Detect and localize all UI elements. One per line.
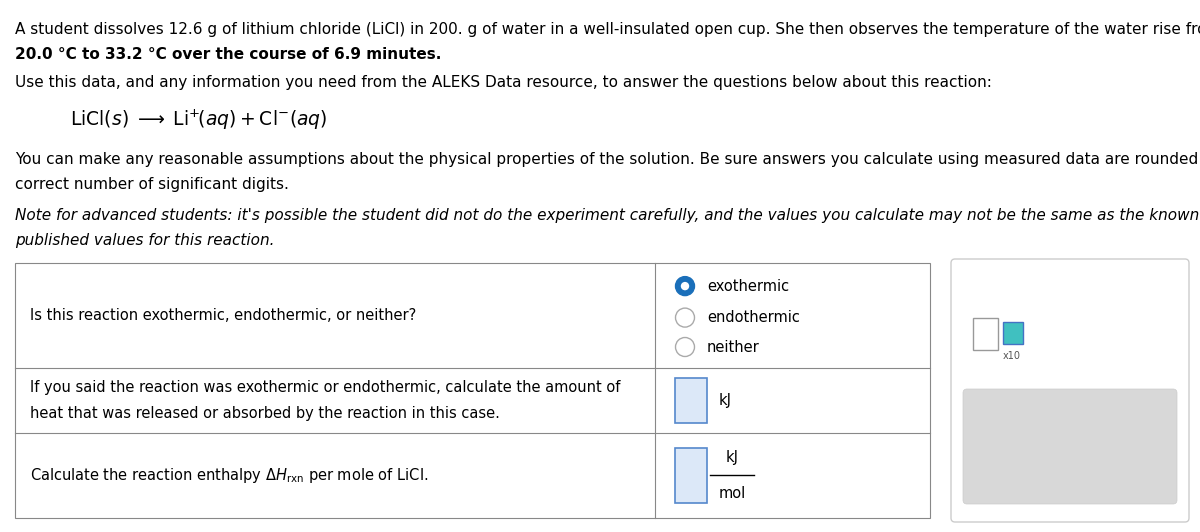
- Circle shape: [676, 337, 695, 356]
- Text: Use this data, and any information you need from the ALEKS Data resource, to ans: Use this data, and any information you n…: [14, 75, 992, 90]
- Text: endothermic: endothermic: [707, 310, 800, 325]
- FancyBboxPatch shape: [964, 389, 1177, 504]
- FancyBboxPatch shape: [973, 318, 998, 350]
- Text: exothermic: exothermic: [707, 279, 790, 294]
- Text: kJ: kJ: [726, 450, 738, 465]
- FancyBboxPatch shape: [674, 448, 707, 503]
- Text: mol: mol: [719, 486, 745, 501]
- Text: $\mathrm{LiCl}(s)\;\longrightarrow\;\mathrm{Li}^{+\!}(aq) + \mathrm{Cl}^{-}(aq)$: $\mathrm{LiCl}(s)\;\longrightarrow\;\mat…: [70, 108, 328, 132]
- Text: Is this reaction exothermic, endothermic, or neither?: Is this reaction exothermic, endothermic…: [30, 308, 416, 323]
- Text: heat that was released or absorbed by the reaction in this case.: heat that was released or absorbed by th…: [30, 406, 500, 421]
- Text: If you said the reaction was exothermic or endothermic, calculate the amount of: If you said the reaction was exothermic …: [30, 380, 620, 395]
- FancyBboxPatch shape: [674, 378, 707, 423]
- Text: kJ: kJ: [719, 393, 732, 408]
- Circle shape: [676, 277, 695, 296]
- Text: correct number of significant digits.: correct number of significant digits.: [14, 177, 289, 192]
- Text: ×: ×: [1014, 435, 1036, 459]
- Text: Note for advanced students: it's possible the student did not do the experiment : Note for advanced students: it's possibl…: [14, 208, 1200, 223]
- Circle shape: [676, 308, 695, 327]
- Text: 20.0 °C to 33.2 °C over the course of 6.9 minutes.: 20.0 °C to 33.2 °C over the course of 6.…: [14, 47, 442, 62]
- FancyBboxPatch shape: [952, 259, 1189, 522]
- Text: A student dissolves 12.6 g of lithium chloride (LiCl) in 200. g of water in a we: A student dissolves 12.6 g of lithium ch…: [14, 22, 1200, 37]
- Text: x10: x10: [1003, 351, 1021, 361]
- FancyBboxPatch shape: [1003, 322, 1022, 344]
- Text: published values for this reaction.: published values for this reaction.: [14, 233, 275, 248]
- Text: ↺: ↺: [1105, 435, 1126, 459]
- Text: neither: neither: [707, 339, 760, 354]
- Circle shape: [682, 282, 689, 289]
- Text: You can make any reasonable assumptions about the physical properties of the sol: You can make any reasonable assumptions …: [14, 152, 1200, 167]
- Text: Calculate the reaction enthalpy $\Delta H_{\mathrm{rxn}}$ per mole of LiCl.: Calculate the reaction enthalpy $\Delta …: [30, 466, 428, 485]
